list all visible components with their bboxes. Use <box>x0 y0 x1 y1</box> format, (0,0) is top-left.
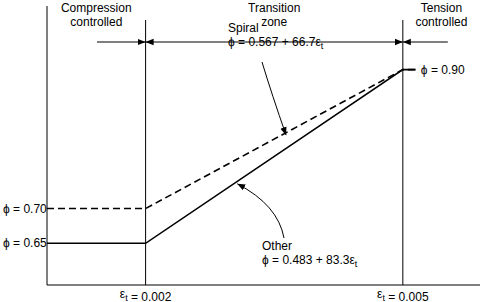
zone-label: Tensioncontrolled <box>415 1 467 29</box>
subscript: t <box>355 259 358 269</box>
text-part: ϕ = 0.567 + 66.7 <box>228 35 316 49</box>
series-name: Spiral <box>228 21 259 35</box>
zone-label: Compressioncontrolled <box>61 1 132 29</box>
zone-label-line: Compression <box>61 1 132 15</box>
text-part: ϕ = 0.65 <box>3 236 47 250</box>
text-part: ϕ = 0.90 <box>421 63 465 77</box>
text-part: = 0.002 <box>128 290 172 302</box>
leader-arrow <box>237 184 284 238</box>
subscript: t <box>321 41 324 51</box>
zone-arrow <box>97 42 146 43</box>
zone-boundary <box>145 20 146 285</box>
series-line <box>47 70 416 244</box>
leader-arrow <box>262 62 286 135</box>
zone-boundary <box>402 20 403 285</box>
zone-label-line: Tension <box>421 1 462 15</box>
level-label: ϕ = 0.70 <box>3 202 47 216</box>
text-part: = 0.005 <box>385 290 429 302</box>
series-line <box>47 70 416 209</box>
zone-arrow <box>403 42 448 43</box>
zone-label-line: zone <box>261 15 287 29</box>
chart: εt = 0.002εt = 0.005Compressioncontrolle… <box>0 0 487 302</box>
zone-label-line: controlled <box>415 15 467 29</box>
x-axis <box>47 285 480 286</box>
boundary-label: εt = 0.005 <box>377 287 429 302</box>
series-group <box>47 70 416 244</box>
text-part: ϕ = 0.483 + 83.3 <box>262 253 350 267</box>
level-label: ϕ = 0.65 <box>3 236 47 250</box>
zone-label-line: Transition <box>248 1 300 15</box>
series-name: Other <box>262 239 292 253</box>
series-equation: ϕ = 0.567 + 66.7εt <box>228 35 324 51</box>
text-part: ϕ = 0.70 <box>3 202 47 216</box>
level-label: ϕ = 0.90 <box>421 63 465 77</box>
zone-label-line: controlled <box>70 15 122 29</box>
boundary-label: εt = 0.002 <box>120 287 172 302</box>
series-equation: ϕ = 0.483 + 83.3εt <box>262 253 358 269</box>
